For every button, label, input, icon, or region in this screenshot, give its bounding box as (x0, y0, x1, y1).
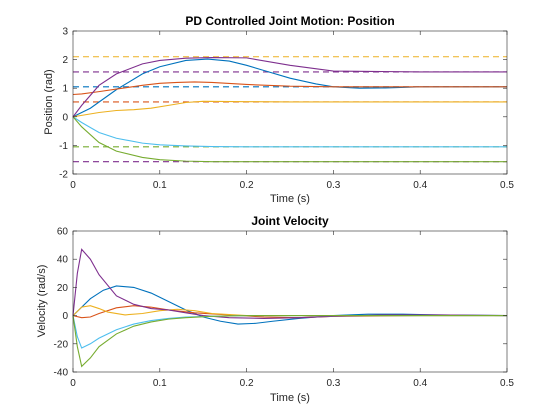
position-ytick-label: 0 (62, 112, 68, 123)
position-chart: PD Controlled Joint Motion: Position Tim… (43, 14, 514, 205)
velocity-series-line (72, 248, 508, 319)
velocity-chart-ylabel: Velocity (rad/s) (36, 265, 48, 338)
velocity-xtick-label: 0.2 (240, 378, 254, 389)
position-ytick-label: -2 (59, 170, 68, 181)
velocity-xtick-label: 0.5 (500, 378, 514, 389)
position-xtick-label: 0.2 (240, 180, 254, 191)
velocity-chart: Joint Velocity Time (s) Velocity (rad/s)… (36, 214, 514, 404)
position-xtick-label: 0.1 (153, 180, 167, 191)
position-chart-xlabel: Time (s) (270, 193, 310, 205)
velocity-ytick-label: -40 (54, 368, 69, 379)
velocity-axes-box (72, 230, 508, 373)
position-axes-box (72, 30, 508, 175)
position-xtick-label: 0.5 (500, 180, 514, 191)
position-series-line (72, 116, 507, 163)
position-chart-title: PD Controlled Joint Motion: Position (185, 14, 394, 28)
position-xtick-label: 0 (70, 180, 76, 191)
velocity-ytick-label: -20 (54, 339, 69, 350)
velocity-xtick-label: 0.1 (153, 378, 167, 389)
position-ytick-label: 2 (62, 55, 68, 66)
velocity-chart-title: Joint Velocity (251, 214, 329, 228)
position-series-line (72, 116, 507, 148)
position-xtick-label: 0.4 (413, 180, 427, 191)
velocity-xtick-label: 0.4 (413, 378, 427, 389)
position-xtick-label: 0.3 (326, 180, 340, 191)
position-chart-ylabel: Position (rad) (43, 69, 55, 134)
velocity-ytick-label: 0 (62, 311, 68, 322)
position-ytick-label: 1 (62, 84, 68, 95)
velocity-ytick-label: 20 (57, 283, 69, 294)
velocity-series-line (72, 285, 508, 325)
position-ytick-label: -1 (59, 141, 68, 152)
velocity-ytick-label: 60 (57, 227, 69, 238)
velocity-series-line (72, 315, 507, 368)
velocity-xtick-label: 0.3 (326, 378, 340, 389)
velocity-ytick-label: 40 (57, 255, 69, 266)
velocity-xtick-label: 0 (70, 378, 76, 389)
position-series-line (72, 57, 507, 118)
position-series-line (72, 58, 507, 118)
position-series-line (72, 81, 507, 96)
velocity-series-line (72, 305, 507, 317)
position-series-line (72, 100, 507, 118)
velocity-series-line (72, 315, 507, 349)
velocity-chart-xlabel: Time (s) (270, 392, 310, 404)
position-ytick-label: 3 (62, 27, 68, 38)
